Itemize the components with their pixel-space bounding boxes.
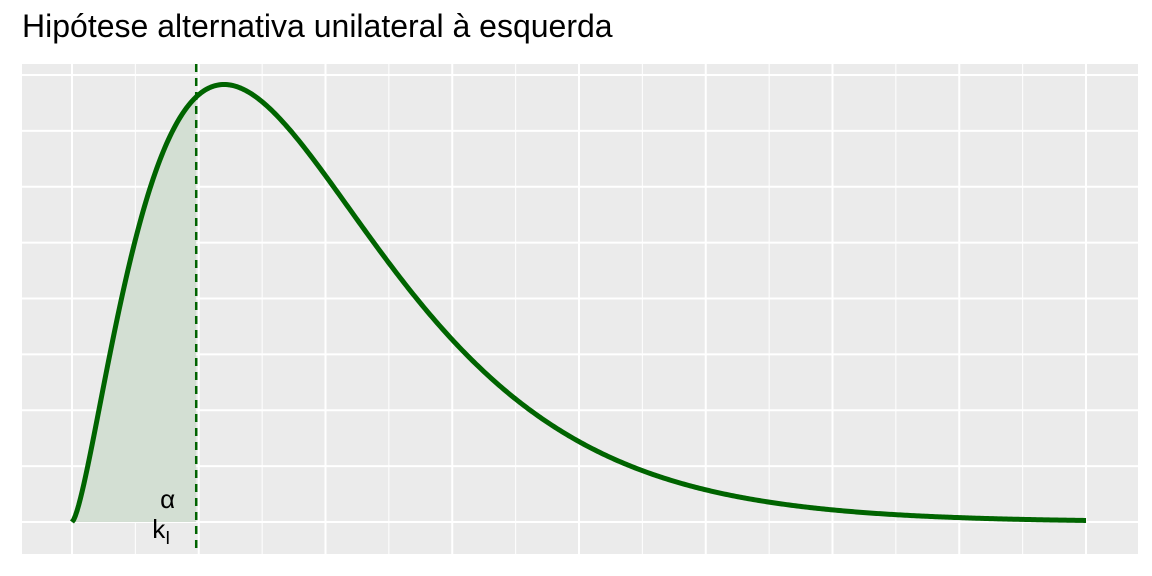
chart-title: Hipótese alternativa unilateral à esquer… <box>22 8 613 44</box>
critical-label-main: k <box>152 514 166 544</box>
grid-major-x <box>71 64 1087 554</box>
critical-label-sub: I <box>165 528 170 548</box>
density-curve <box>69 81 1087 524</box>
alpha-label: α <box>160 484 175 514</box>
critical-value-label: kI <box>152 514 170 548</box>
grid-major-y <box>22 74 1138 523</box>
alpha-area <box>72 96 197 523</box>
